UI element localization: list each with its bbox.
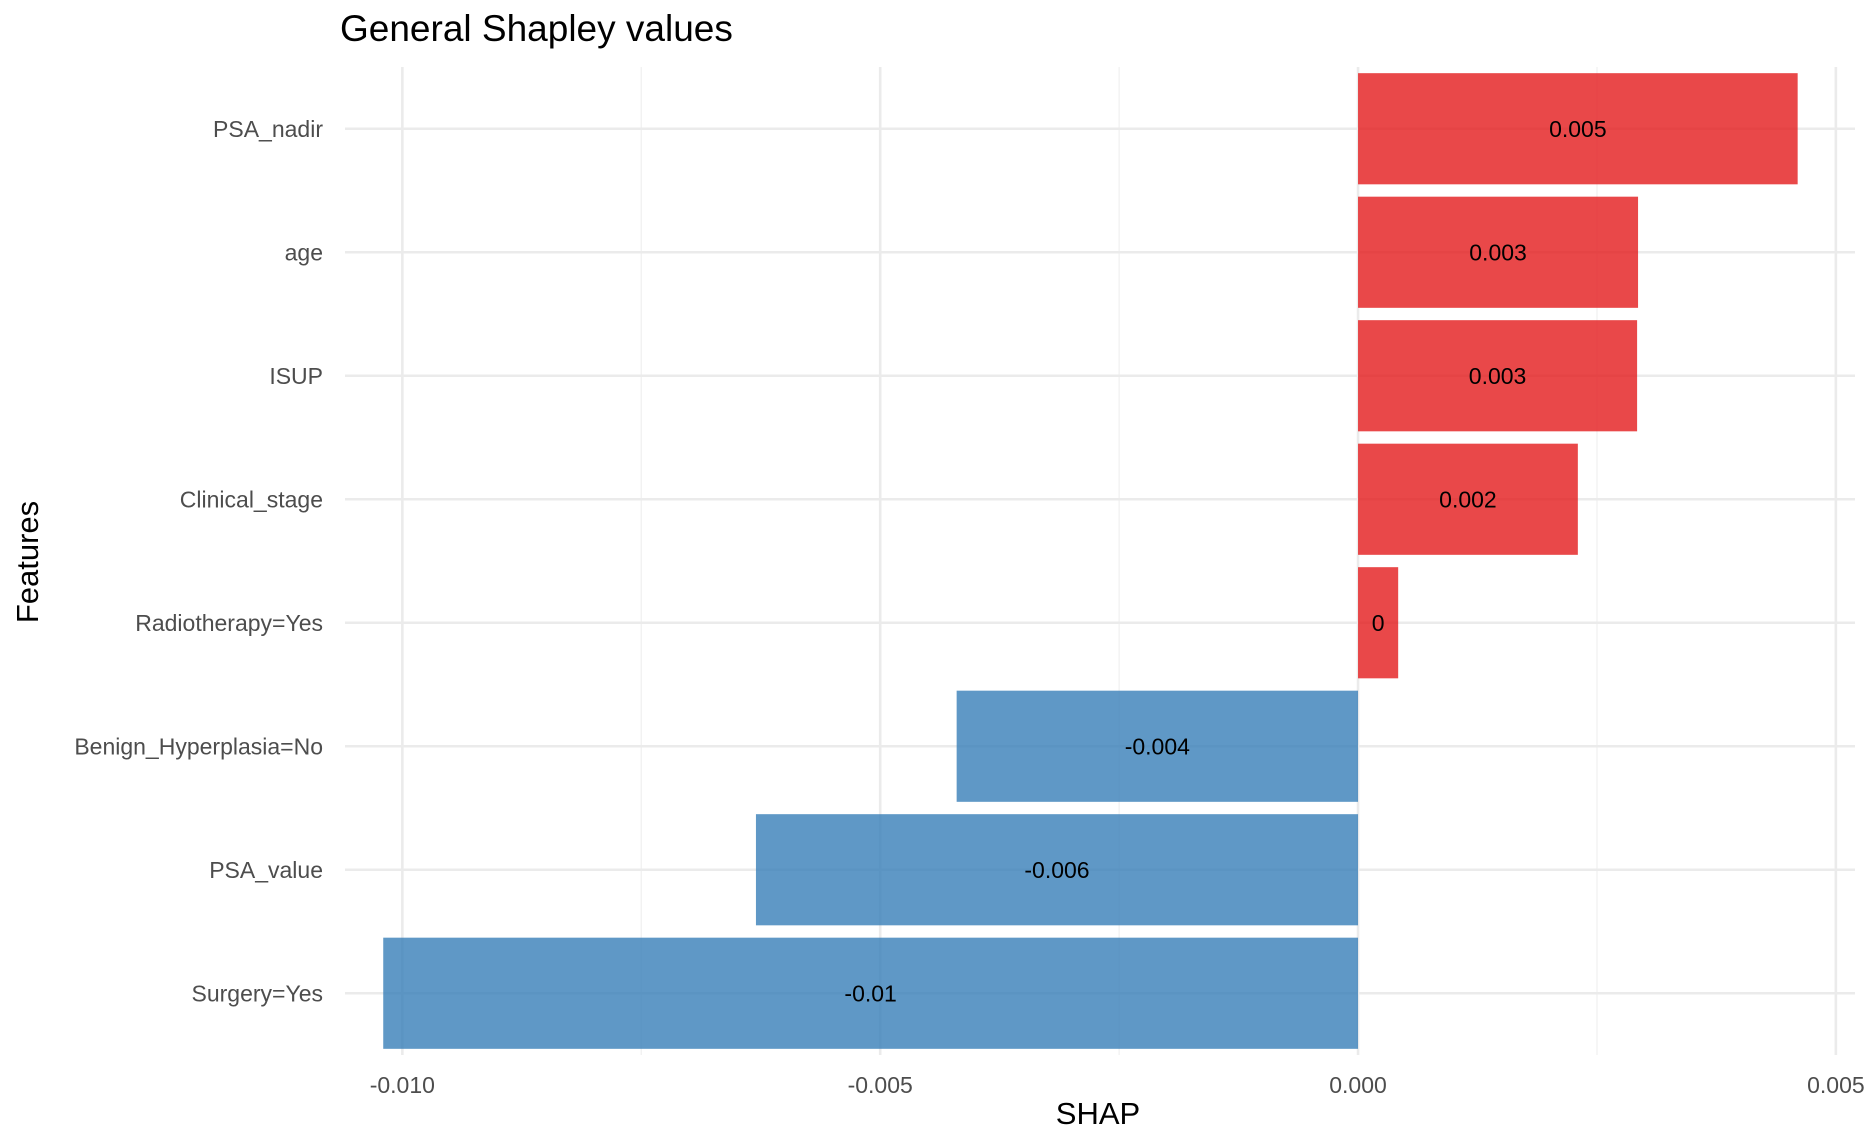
bar-value-label: 0.002 xyxy=(1439,486,1497,512)
x-tick-label: 0.000 xyxy=(1329,1072,1387,1098)
bar-age xyxy=(1358,196,1639,308)
bar-value-label: -0.006 xyxy=(1024,857,1089,883)
y-tick-label: ISUP xyxy=(269,363,323,389)
x-tick-label: -0.010 xyxy=(370,1072,435,1098)
x-axis-tick-labels: -0.010 -0.005 0.000 0.005 xyxy=(370,1072,1865,1098)
bar-value-label: 0.005 xyxy=(1549,116,1607,142)
y-tick-label: age xyxy=(285,239,323,265)
x-axis-title: SHAP xyxy=(1056,1096,1140,1131)
bar-value-label: -0.01 xyxy=(844,980,896,1006)
bar-value-label: 0.003 xyxy=(1469,363,1527,389)
bar-psa-value xyxy=(755,814,1359,926)
x-tick-label: 0.005 xyxy=(1807,1072,1865,1098)
bar-surgery-yes xyxy=(383,937,1359,1049)
bar-value-label: -0.004 xyxy=(1125,733,1190,759)
y-axis-title: Features xyxy=(10,501,45,623)
bars xyxy=(383,73,1798,1049)
bar-clinical-stage xyxy=(1358,443,1578,555)
y-tick-label: Surgery=Yes xyxy=(192,980,324,1006)
y-tick-label: Benign_Hyperplasia=No xyxy=(74,733,323,759)
bar-value-label: 0.003 xyxy=(1469,239,1527,265)
bar-radiotherapy-yes xyxy=(1358,567,1399,679)
bar-isup xyxy=(1358,320,1638,432)
bar-value-label: 0 xyxy=(1372,610,1385,636)
bar-benign-hyperplasia-no xyxy=(956,690,1359,802)
y-tick-label: PSA_value xyxy=(209,857,323,883)
y-tick-label: Clinical_stage xyxy=(180,486,323,512)
y-tick-label: PSA_nadir xyxy=(213,116,323,142)
chart-title: General Shapley values xyxy=(340,8,733,49)
bar-value-labels: 0.005 0.003 0.003 0.002 0 -0.004 -0.006 -0.01 xyxy=(844,116,1606,1007)
y-tick-label: Radiotherapy=Yes xyxy=(135,610,323,636)
bar-psa-nadir xyxy=(1358,73,1798,185)
x-tick-label: -0.005 xyxy=(848,1072,913,1098)
